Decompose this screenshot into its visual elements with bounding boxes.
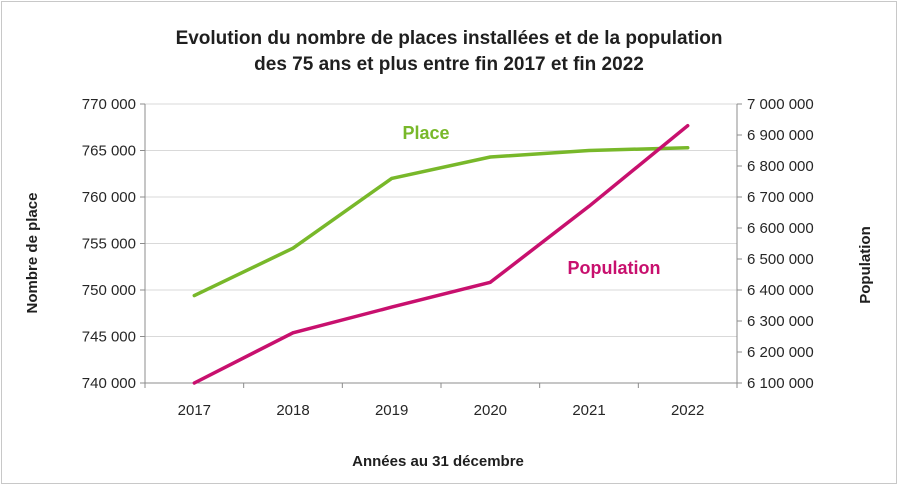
- y-axis-left-title: Nombre de place: [24, 193, 41, 314]
- left-tick-label: 770 000: [82, 96, 136, 113]
- data-point-place: [192, 294, 196, 298]
- left-tick-label: 740 000: [82, 375, 136, 392]
- y-axis-right-title: Population: [857, 226, 874, 304]
- data-point-population: [192, 381, 196, 385]
- left-axis-ticks: 740 000 745 000 750 000 755 000 760 000 765 0…: [82, 96, 136, 392]
- left-tick-label: 755 000: [82, 236, 136, 253]
- right-tick-label: 7 000 000: [747, 96, 814, 113]
- chart-title-line-2: des 75 ans et plus entre fin 2017 et fin…: [254, 54, 644, 75]
- right-tick-label: 6 400 000: [747, 282, 814, 299]
- series-label-place: Place: [402, 123, 449, 143]
- right-tick-label: 6 200 000: [747, 344, 814, 361]
- x-tick-label: 2017: [178, 402, 211, 419]
- axes: [140, 103, 742, 388]
- right-tick-label: 6 300 000: [747, 313, 814, 330]
- series-label-population: Population: [568, 258, 661, 278]
- left-tick-label: 750 000: [82, 282, 136, 299]
- right-tick-label: 6 900 000: [747, 127, 814, 144]
- x-tick-label: 2018: [276, 402, 309, 419]
- data-point-population: [390, 305, 394, 309]
- left-tick-label: 745 000: [82, 329, 136, 346]
- data-point-place: [488, 155, 492, 159]
- right-tick-label: 6 100 000: [747, 375, 814, 392]
- right-axis-ticks: 6 100 000 6 200 000 6 300 000 6 400 000 6 50…: [747, 96, 814, 392]
- right-tick-label: 6 800 000: [747, 158, 814, 175]
- chart-title-line-1: Evolution du nombre de places installées…: [176, 28, 723, 49]
- left-tick-label: 765 000: [82, 143, 136, 160]
- left-tick-label: 760 000: [82, 189, 136, 206]
- data-point-place: [390, 176, 394, 180]
- data-point-place: [291, 246, 295, 250]
- x-tick-label: 2019: [375, 402, 408, 419]
- gridlines: [145, 103, 737, 337]
- series-line-place: [192, 145, 690, 298]
- right-tick-label: 6 600 000: [747, 220, 814, 237]
- data-point-place: [587, 149, 591, 152]
- data-point-place: [686, 146, 690, 150]
- data-point-population: [587, 204, 591, 208]
- right-tick-label: 6 700 000: [747, 189, 814, 206]
- data-point-population: [686, 124, 690, 128]
- data-point-population: [488, 280, 492, 284]
- x-tick-label: 2020: [474, 402, 507, 419]
- x-axis-title: Années au 31 décembre: [352, 453, 524, 470]
- x-tick-label: 2022: [671, 402, 704, 419]
- x-tick-label: 2021: [572, 402, 605, 419]
- x-axis-ticks: 2017 2018 2019 2020 2021 2022: [178, 402, 705, 419]
- data-point-population: [291, 331, 295, 335]
- series-lines: [192, 123, 690, 385]
- series-line-population: [192, 123, 690, 385]
- right-tick-label: 6 500 000: [747, 251, 814, 268]
